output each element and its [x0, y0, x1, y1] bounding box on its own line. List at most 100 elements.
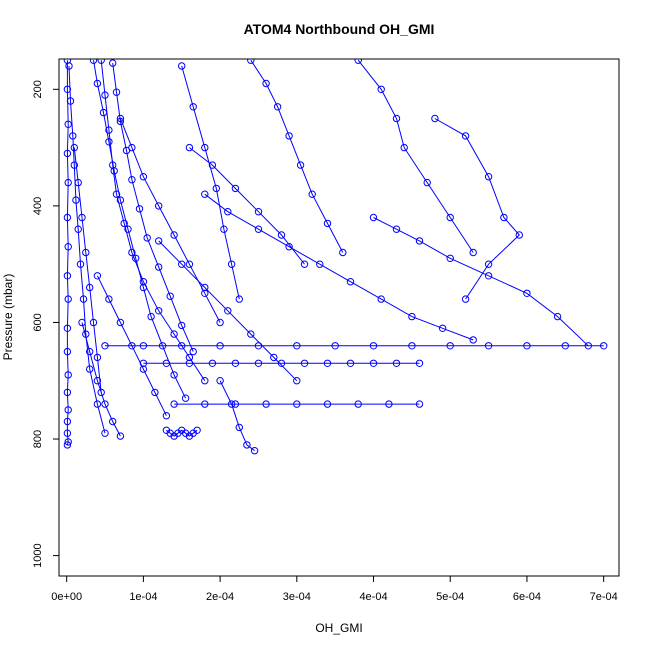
data-point: [64, 178, 72, 187]
data-point: [128, 176, 136, 184]
series-10: [369, 213, 592, 350]
data-point: [178, 62, 186, 70]
data-point: [300, 359, 309, 367]
x-tick-label: 1e-04: [129, 591, 157, 603]
data-point: [93, 377, 102, 385]
data-point: [346, 359, 355, 367]
series-4: [109, 59, 197, 356]
series-19: [201, 190, 477, 344]
data-point: [316, 260, 324, 268]
data-point: [254, 225, 263, 233]
x-tick-label: 7e-04: [590, 591, 618, 603]
data-point: [139, 342, 148, 350]
data-point: [235, 295, 244, 303]
data-point: [64, 371, 72, 379]
data-point: [93, 79, 102, 88]
data-point: [392, 114, 401, 123]
series-line: [204, 193, 474, 341]
data-point: [461, 295, 470, 303]
data-point: [69, 132, 77, 140]
x-tick-label: 2e-04: [206, 591, 234, 603]
data-point: [70, 161, 79, 169]
series-line: [81, 322, 121, 437]
data-point: [331, 342, 339, 350]
data-point: [76, 260, 85, 268]
data-point: [201, 377, 209, 385]
data-point: [97, 388, 105, 397]
data-point: [469, 248, 477, 257]
data-point: [185, 143, 194, 152]
data-point: [224, 208, 232, 216]
data-point: [553, 312, 562, 321]
data-point: [423, 178, 431, 187]
data-point: [93, 400, 102, 408]
data-point: [270, 353, 278, 362]
data-point: [93, 353, 102, 362]
data-point: [208, 359, 217, 367]
data-point: [170, 231, 178, 239]
data-point: [293, 342, 301, 350]
data-point: [369, 213, 378, 222]
data-point: [247, 59, 255, 64]
data-point: [515, 231, 523, 239]
data-point: [132, 254, 140, 262]
data-point: [369, 359, 378, 367]
data-point: [354, 400, 362, 408]
data-point: [139, 173, 148, 181]
data-point: [143, 234, 151, 242]
series-line: [373, 217, 589, 347]
data-point: [116, 114, 125, 123]
data-point: [147, 312, 155, 321]
data-point: [185, 359, 194, 367]
series-line: [158, 240, 298, 382]
data-point: [155, 307, 163, 315]
plot-marks: [63, 59, 608, 455]
data-point: [484, 342, 493, 350]
data-point: [70, 143, 79, 152]
data-point: [201, 143, 209, 152]
y-tick-label: 1000: [32, 543, 44, 567]
data-point: [170, 371, 178, 379]
data-point: [72, 196, 80, 204]
series-5: [89, 59, 190, 402]
series-13: [170, 400, 424, 408]
data-point: [461, 132, 470, 140]
data-point: [79, 295, 88, 303]
data-point: [63, 324, 72, 332]
data-point: [128, 342, 136, 350]
x-axis: 0e+00 1e-04 2e-04 3e-04 4e-04 5e-04 6e-04 7e-04: [51, 576, 618, 603]
x-tick-label: 4e-04: [359, 591, 387, 603]
series-line: [219, 380, 255, 452]
y-tick-label: 800: [32, 430, 44, 448]
data-point: [227, 400, 236, 408]
series-line: [96, 275, 167, 416]
data-point: [231, 400, 240, 408]
data-point: [446, 342, 454, 350]
data-point: [296, 161, 305, 169]
data-point: [385, 400, 393, 408]
data-point: [170, 330, 178, 338]
data-point: [181, 394, 190, 402]
data-point: [63, 429, 72, 437]
data-point: [65, 62, 73, 70]
series-14: [162, 426, 201, 440]
data-point: [178, 321, 186, 330]
x-tick-label: 0e+00: [51, 591, 82, 603]
data-point: [101, 342, 109, 350]
data-point: [262, 400, 270, 408]
data-point: [323, 359, 332, 367]
data-point: [484, 272, 493, 280]
data-point: [116, 432, 125, 440]
data-point: [110, 167, 118, 175]
data-point: [74, 178, 82, 187]
data-point: [63, 347, 72, 356]
data-point: [247, 330, 255, 338]
data-point: [262, 79, 270, 88]
data-point: [63, 85, 72, 94]
data-point: [285, 243, 293, 251]
data-point: [63, 388, 72, 397]
y-axis-label: Pressure (mbar): [1, 274, 15, 361]
data-point: [89, 318, 98, 327]
data-point: [446, 254, 454, 262]
